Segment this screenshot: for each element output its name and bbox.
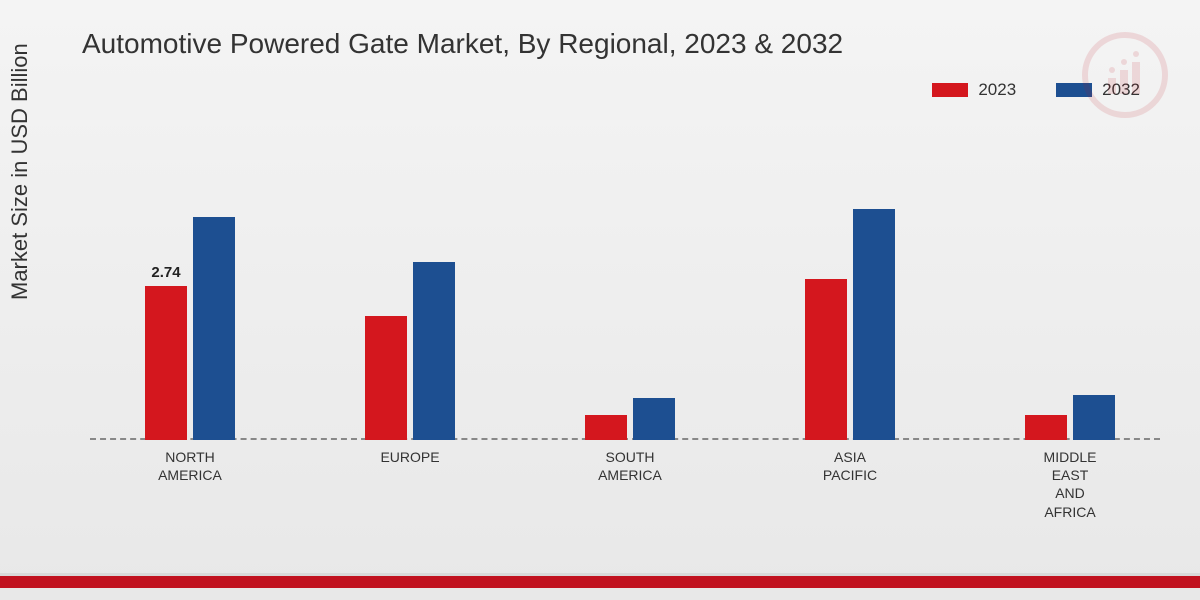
y-axis-label: Market Size in USD Billion [7, 43, 33, 300]
footer-bar [0, 576, 1200, 588]
legend-swatch-2023 [932, 83, 968, 97]
xlabel-na: NORTHAMERICA [120, 448, 260, 484]
bar-eu-2032 [413, 262, 455, 440]
bar-group-mea [1000, 395, 1140, 440]
chart-title: Automotive Powered Gate Market, By Regio… [82, 28, 843, 60]
legend-label-2023: 2023 [978, 80, 1016, 100]
bar-na-2032 [193, 217, 235, 440]
bar-group-sa [560, 398, 700, 440]
bar-group-ap [780, 209, 920, 440]
xlabel-sa: SOUTHAMERICA [560, 448, 700, 484]
bar-label-na-2023: 2.74 [151, 264, 180, 281]
bar-group-eu [340, 262, 480, 440]
xlabel-eu: EUROPE [340, 448, 480, 466]
bar-mea-2023 [1025, 415, 1067, 440]
bar-na-2023: 2.74 [145, 286, 187, 440]
legend-item-2023: 2023 [932, 80, 1016, 100]
bar-group-na: 2.74 [120, 217, 260, 440]
bar-ap-2023 [805, 279, 847, 440]
bar-eu-2023 [365, 316, 407, 440]
chart-area: 2.74 [90, 130, 1160, 440]
watermark-icon [1080, 30, 1170, 125]
bar-mea-2032 [1073, 395, 1115, 440]
bar-ap-2032 [853, 209, 895, 440]
bar-sa-2032 [633, 398, 675, 440]
xlabel-ap: ASIAPACIFIC [780, 448, 920, 484]
xlabel-mea: MIDDLEEASTANDAFRICA [1000, 448, 1140, 521]
bar-sa-2023 [585, 415, 627, 440]
